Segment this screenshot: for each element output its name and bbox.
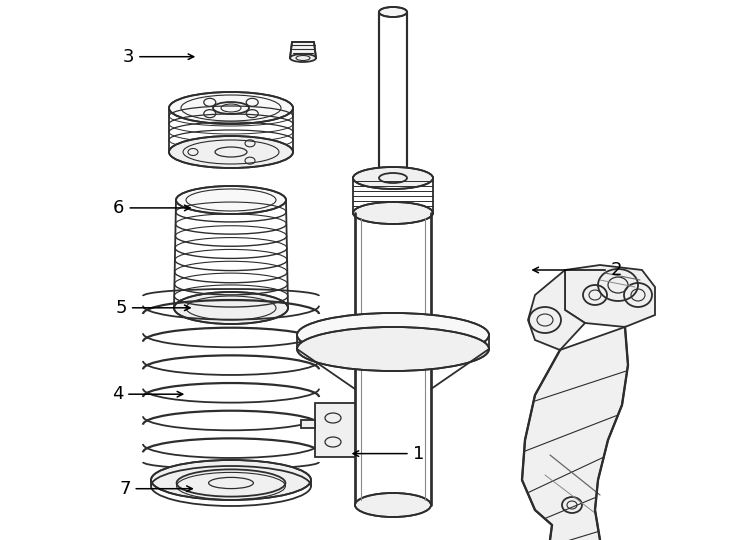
Polygon shape bbox=[301, 420, 315, 428]
Polygon shape bbox=[528, 270, 585, 350]
Ellipse shape bbox=[379, 7, 407, 17]
Ellipse shape bbox=[174, 292, 288, 324]
Text: 3: 3 bbox=[123, 48, 194, 66]
Polygon shape bbox=[565, 265, 655, 327]
Ellipse shape bbox=[176, 186, 286, 214]
Ellipse shape bbox=[297, 313, 489, 357]
Ellipse shape bbox=[353, 167, 433, 189]
Ellipse shape bbox=[290, 54, 316, 62]
Ellipse shape bbox=[353, 202, 433, 224]
Ellipse shape bbox=[355, 493, 431, 517]
Polygon shape bbox=[522, 327, 628, 540]
Polygon shape bbox=[315, 403, 355, 457]
Text: 6: 6 bbox=[113, 199, 190, 217]
Text: 2: 2 bbox=[533, 261, 622, 279]
Text: 1: 1 bbox=[353, 444, 424, 463]
Ellipse shape bbox=[169, 92, 293, 124]
Text: 4: 4 bbox=[112, 385, 183, 403]
Ellipse shape bbox=[297, 327, 489, 371]
Text: 7: 7 bbox=[119, 480, 192, 498]
Text: 5: 5 bbox=[115, 299, 190, 317]
Polygon shape bbox=[290, 42, 316, 58]
Ellipse shape bbox=[169, 136, 293, 168]
Ellipse shape bbox=[151, 460, 311, 500]
